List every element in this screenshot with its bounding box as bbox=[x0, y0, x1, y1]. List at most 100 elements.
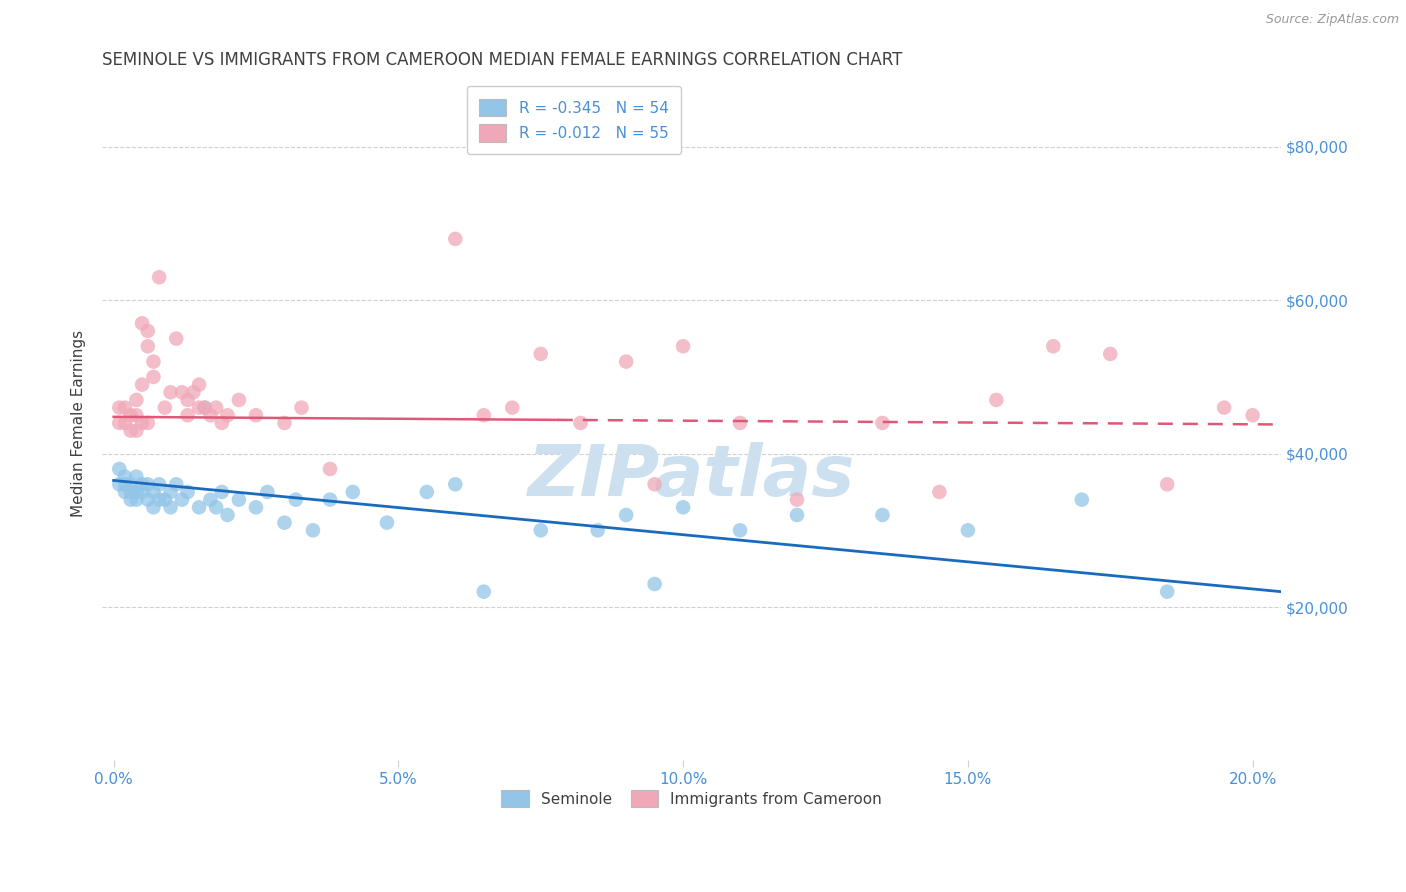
Point bbox=[211, 416, 233, 430]
Point bbox=[614, 354, 637, 368]
Point bbox=[120, 485, 142, 500]
Point bbox=[284, 492, 307, 507]
Point bbox=[728, 416, 751, 430]
Point bbox=[176, 409, 198, 423]
Point bbox=[672, 500, 695, 515]
Point bbox=[108, 401, 131, 415]
Point bbox=[245, 500, 267, 515]
Text: ZIPatlas: ZIPatlas bbox=[529, 442, 855, 511]
Point bbox=[170, 385, 193, 400]
Point bbox=[120, 477, 142, 491]
Point bbox=[614, 508, 637, 522]
Point bbox=[1156, 584, 1178, 599]
Point bbox=[986, 392, 1008, 407]
Point bbox=[872, 508, 894, 522]
Point bbox=[644, 477, 666, 491]
Point bbox=[205, 500, 228, 515]
Point bbox=[176, 392, 198, 407]
Point bbox=[188, 377, 211, 392]
Point bbox=[217, 508, 239, 522]
Point bbox=[228, 492, 250, 507]
Point bbox=[1042, 339, 1064, 353]
Point bbox=[114, 416, 136, 430]
Point bbox=[319, 462, 342, 476]
Point bbox=[1156, 477, 1178, 491]
Point bbox=[142, 354, 165, 368]
Point bbox=[153, 492, 176, 507]
Point bbox=[136, 477, 159, 491]
Point bbox=[131, 377, 153, 392]
Point bbox=[108, 462, 131, 476]
Point bbox=[148, 270, 170, 285]
Point bbox=[131, 477, 153, 491]
Point bbox=[188, 401, 211, 415]
Point bbox=[125, 392, 148, 407]
Point bbox=[159, 500, 181, 515]
Point bbox=[256, 485, 278, 500]
Point bbox=[120, 492, 142, 507]
Point bbox=[211, 485, 233, 500]
Point bbox=[114, 477, 136, 491]
Point bbox=[644, 577, 666, 591]
Point bbox=[530, 524, 553, 538]
Y-axis label: Median Female Earnings: Median Female Earnings bbox=[72, 329, 86, 516]
Point bbox=[176, 485, 198, 500]
Point bbox=[120, 424, 142, 438]
Point bbox=[786, 508, 808, 522]
Point bbox=[136, 324, 159, 338]
Point bbox=[159, 485, 181, 500]
Point bbox=[200, 409, 222, 423]
Point bbox=[273, 416, 295, 430]
Point bbox=[205, 401, 228, 415]
Point bbox=[728, 524, 751, 538]
Point bbox=[148, 492, 170, 507]
Point bbox=[131, 416, 153, 430]
Point bbox=[131, 316, 153, 330]
Point bbox=[125, 409, 148, 423]
Point bbox=[290, 401, 312, 415]
Point bbox=[136, 492, 159, 507]
Point bbox=[672, 339, 695, 353]
Point bbox=[416, 485, 439, 500]
Text: Source: ZipAtlas.com: Source: ZipAtlas.com bbox=[1265, 13, 1399, 27]
Legend: Seminole, Immigrants from Cameroon: Seminole, Immigrants from Cameroon bbox=[495, 783, 889, 814]
Point bbox=[170, 492, 193, 507]
Point bbox=[120, 409, 142, 423]
Point bbox=[444, 232, 467, 246]
Point bbox=[125, 469, 148, 483]
Point bbox=[125, 424, 148, 438]
Point bbox=[501, 401, 523, 415]
Point bbox=[136, 339, 159, 353]
Point bbox=[114, 401, 136, 415]
Point bbox=[194, 401, 217, 415]
Point bbox=[302, 524, 325, 538]
Point bbox=[273, 516, 295, 530]
Point bbox=[194, 401, 217, 415]
Point bbox=[108, 416, 131, 430]
Point bbox=[142, 485, 165, 500]
Point bbox=[472, 409, 495, 423]
Point bbox=[183, 385, 205, 400]
Point bbox=[444, 477, 467, 491]
Point bbox=[136, 416, 159, 430]
Text: SEMINOLE VS IMMIGRANTS FROM CAMEROON MEDIAN FEMALE EARNINGS CORRELATION CHART: SEMINOLE VS IMMIGRANTS FROM CAMEROON MED… bbox=[103, 51, 903, 69]
Point bbox=[1241, 409, 1264, 423]
Point bbox=[165, 332, 187, 346]
Point bbox=[1213, 401, 1236, 415]
Point bbox=[319, 492, 342, 507]
Point bbox=[188, 500, 211, 515]
Point bbox=[472, 584, 495, 599]
Point bbox=[148, 477, 170, 491]
Point bbox=[342, 485, 364, 500]
Point bbox=[569, 416, 592, 430]
Point bbox=[786, 492, 808, 507]
Point bbox=[928, 485, 950, 500]
Point bbox=[131, 485, 153, 500]
Point bbox=[245, 409, 267, 423]
Point bbox=[375, 516, 398, 530]
Point bbox=[114, 485, 136, 500]
Point bbox=[153, 401, 176, 415]
Point bbox=[530, 347, 553, 361]
Point bbox=[200, 492, 222, 507]
Point bbox=[872, 416, 894, 430]
